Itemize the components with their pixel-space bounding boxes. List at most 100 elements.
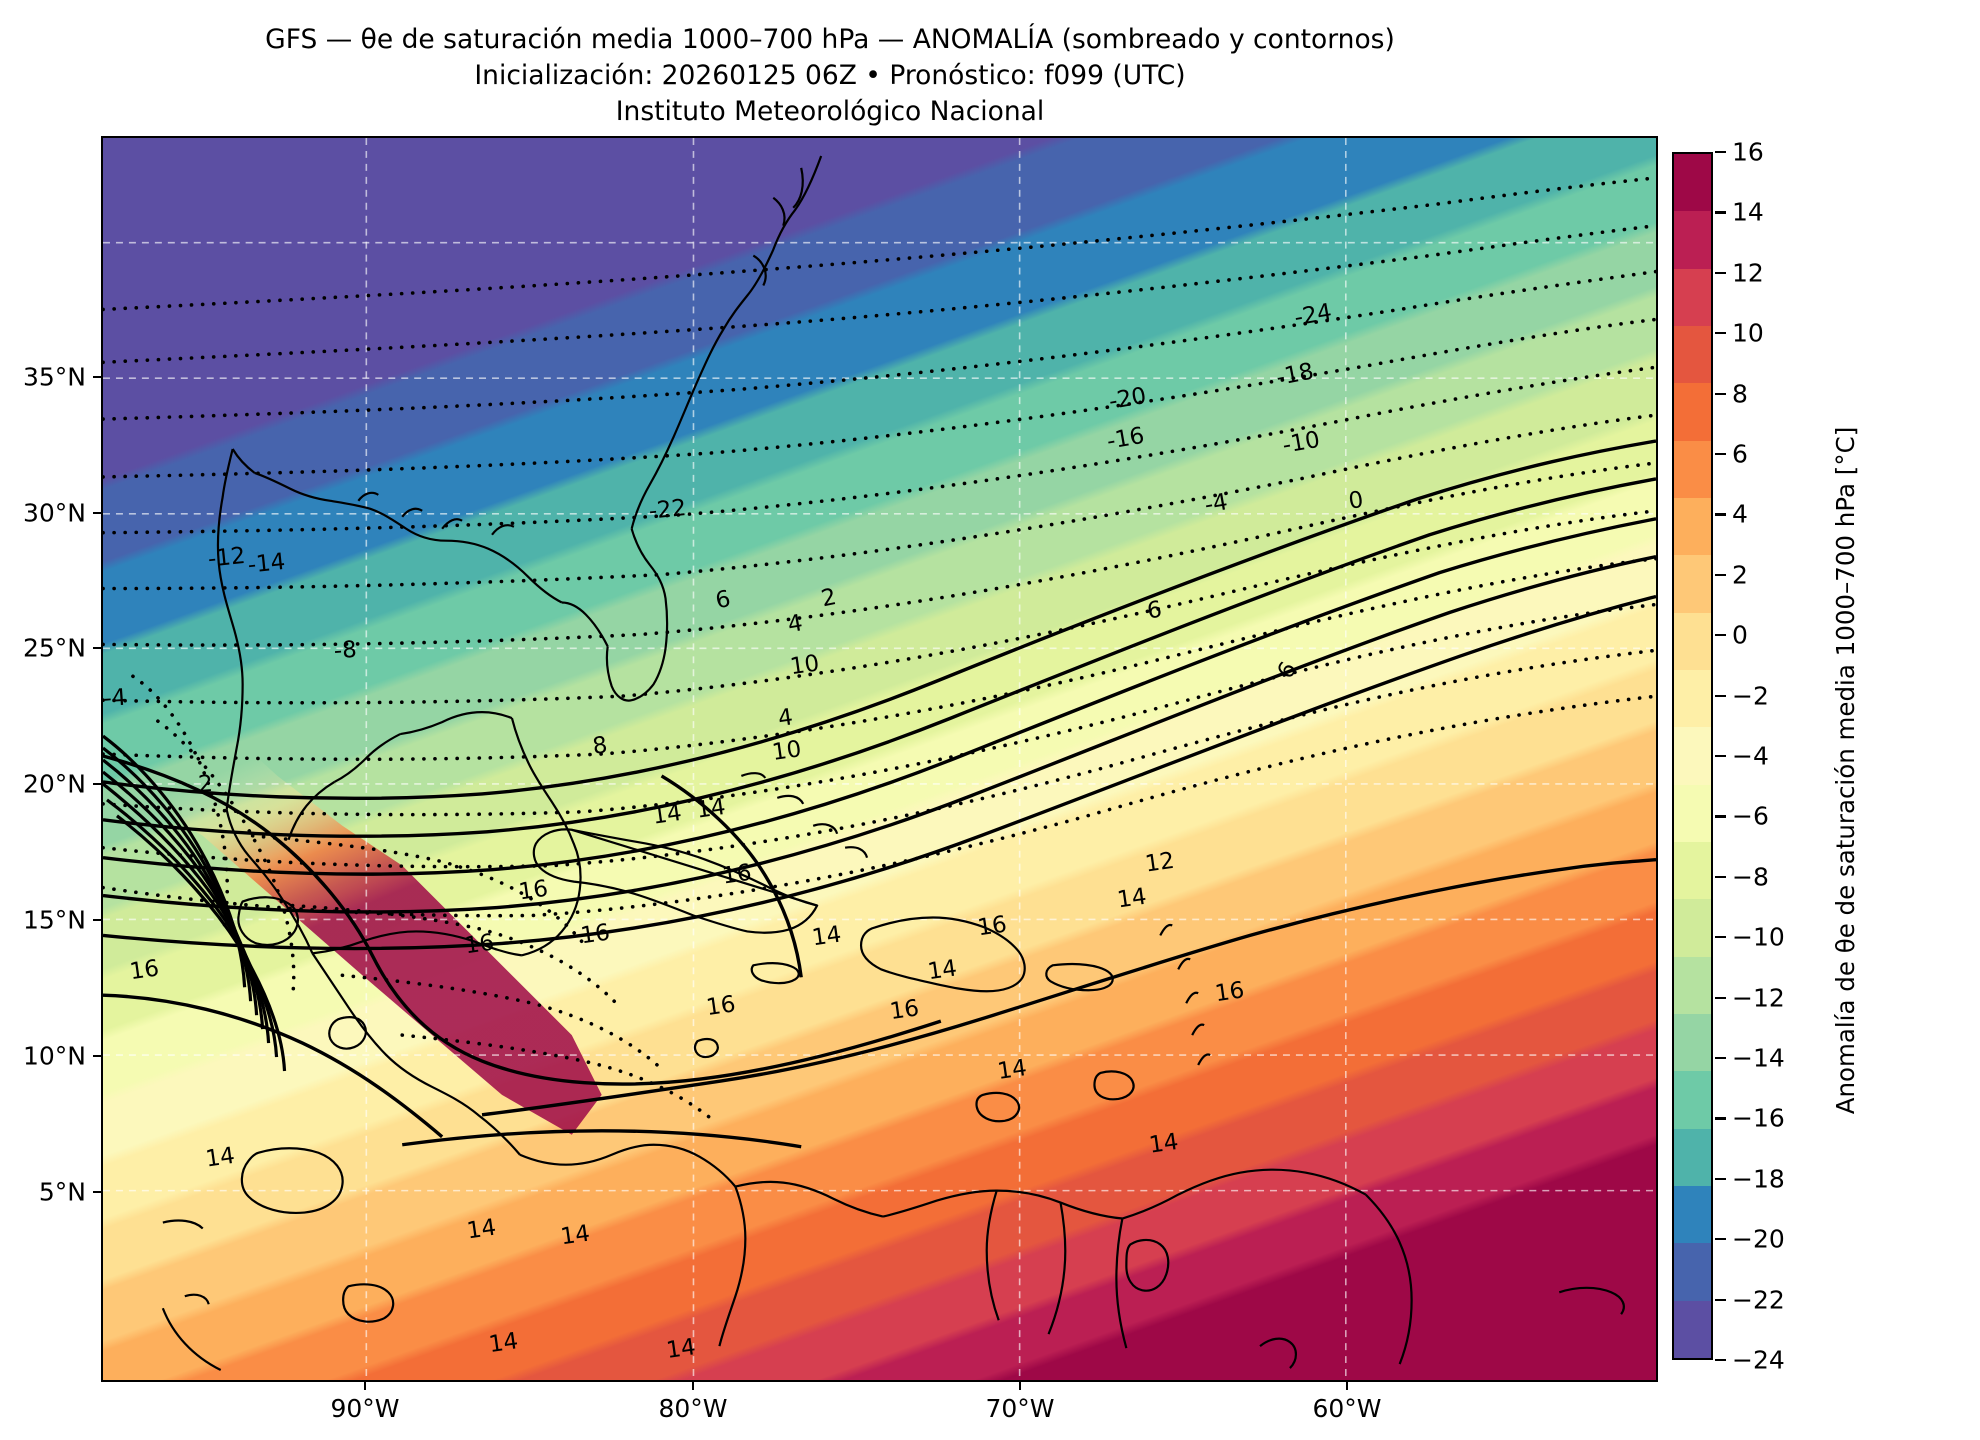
x-tick (692, 1382, 694, 1390)
colorbar-segment (1674, 154, 1711, 212)
colorbar-tick-label: −10 (1732, 922, 1785, 952)
svg-text:-8: -8 (333, 637, 358, 665)
colorbar-tick (1715, 1298, 1726, 1301)
svg-text:16: 16 (976, 912, 1009, 942)
svg-text:16: 16 (888, 995, 921, 1025)
svg-text:16: 16 (517, 876, 550, 906)
chart-subtitle: Inicialización: 20260125 06Z • Pronóstic… (474, 60, 1186, 92)
colorbar-tick (1715, 1238, 1726, 1241)
colorbar-tick (1715, 211, 1726, 214)
y-tick-label: 15°N (22, 905, 86, 935)
colorbar-tick (1715, 573, 1726, 576)
svg-text:0: 0 (1347, 487, 1365, 515)
colorbar-tick-label: −4 (1732, 741, 1769, 771)
y-tick-label: 35°N (22, 362, 86, 392)
x-tick (364, 1382, 366, 1390)
colorbar-tick-label: 6 (1732, 439, 1748, 469)
colorbar-tick-label: −24 (1732, 1345, 1785, 1375)
colorbar-segment (1674, 440, 1711, 498)
negative-contours (103, 176, 1656, 918)
contour-labels: -24 -18 -20 -16 -10 -4 0 -22 -12 -14 -8 … (103, 299, 1365, 1364)
svg-text:14: 14 (665, 1334, 698, 1364)
shaded-anomaly-field: -24 -18 -20 -16 -10 -4 0 -22 -12 -14 -8 … (103, 138, 1656, 1380)
colorbar-segment (1674, 841, 1711, 900)
y-tick-label: 30°N (22, 498, 86, 528)
colorbar[interactable] (1672, 152, 1713, 1360)
svg-text:2: 2 (197, 771, 213, 798)
colorbar-segment (1674, 669, 1711, 728)
colorbar-tick (1715, 151, 1726, 154)
svg-text:14: 14 (204, 1143, 237, 1173)
positive-contours (103, 439, 1656, 1149)
colorbar-tick-label: 2 (1732, 560, 1748, 590)
svg-text:16: 16 (705, 991, 738, 1021)
svg-text:16: 16 (721, 860, 754, 890)
svg-text:14: 14 (695, 794, 728, 824)
svg-text:6: 6 (1146, 597, 1164, 625)
y-tick (93, 647, 101, 649)
y-tick-label: 5°N (38, 1177, 86, 1207)
colorbar-segment (1674, 497, 1711, 556)
svg-text:-20: -20 (1107, 383, 1148, 415)
colorbar-segment (1674, 211, 1711, 269)
y-tick (93, 1191, 101, 1193)
map-svg: -24 -18 -20 -16 -10 -4 0 -22 -12 -14 -8 … (103, 138, 1656, 1380)
colorbar-tick-label: 12 (1732, 258, 1764, 288)
colorbar-tick (1715, 271, 1726, 274)
svg-text:-10: -10 (1280, 427, 1321, 459)
svg-text:4: 4 (786, 610, 805, 638)
chart-title: GFS — θe de saturación media 1000–700 hP… (265, 24, 1395, 55)
svg-text:14: 14 (810, 922, 843, 952)
x-tick (1346, 1382, 1348, 1390)
colorbar-tick (1715, 815, 1726, 818)
colorbar-tick-label: 10 (1732, 318, 1764, 348)
colorbar-segment (1674, 325, 1711, 384)
svg-text:-22: -22 (648, 495, 688, 525)
svg-text:-4: -4 (1203, 489, 1230, 519)
svg-text:4: 4 (776, 704, 794, 732)
colorbar-tick (1715, 1177, 1726, 1180)
colorbar-segment (1674, 956, 1711, 1014)
colorbar-tick (1715, 1057, 1726, 1060)
map-plot-area[interactable]: -24 -18 -20 -16 -10 -4 0 -22 -12 -14 -8 … (101, 136, 1658, 1382)
x-tick-label: 80°W (658, 1394, 728, 1423)
x-tick-label: 60°W (1312, 1394, 1382, 1423)
colorbar-tick-label: 14 (1732, 197, 1764, 227)
svg-text:14: 14 (926, 955, 959, 985)
colorbar-tick-label: 16 (1732, 137, 1764, 167)
colorbar-label: Anomalía de θe de saturación media 1000–… (1831, 426, 1860, 1115)
svg-text:16: 16 (463, 930, 496, 960)
y-tick (93, 1055, 101, 1057)
colorbar-segment (1674, 383, 1711, 441)
packed-contours-sw (103, 734, 287, 1072)
colorbar-tick (1715, 996, 1726, 999)
chart-source: Instituto Meteorológico Nacional (615, 96, 1045, 128)
svg-text:8: 8 (591, 732, 609, 760)
colorbar-tick-label: −14 (1732, 1043, 1785, 1073)
svg-text:-12: -12 (207, 543, 247, 573)
svg-text:14: 14 (1116, 884, 1149, 914)
svg-text:12: 12 (1144, 848, 1177, 878)
colorbar-segment (1674, 1128, 1711, 1186)
colorbar-segment (1674, 612, 1711, 670)
colorbar-tick-label: −8 (1732, 862, 1769, 892)
svg-text:16: 16 (579, 920, 612, 950)
svg-text:14: 14 (1148, 1129, 1181, 1159)
colorbar-tick (1715, 694, 1726, 697)
svg-text:6: 6 (713, 586, 733, 614)
colorbar-segment (1674, 1185, 1711, 1244)
svg-text:14: 14 (465, 1215, 498, 1245)
colorbar-tick-label: −20 (1732, 1224, 1785, 1254)
colorbar-segment (1674, 899, 1711, 957)
colorbar-tick-label: −16 (1732, 1103, 1785, 1133)
svg-text:14: 14 (996, 1055, 1029, 1085)
svg-text:16: 16 (128, 955, 161, 985)
y-tick (93, 376, 101, 378)
colorbar-segment (1674, 268, 1711, 326)
colorbar-tick-label: −22 (1732, 1285, 1785, 1315)
y-tick-label: 20°N (22, 769, 86, 799)
colorbar-tick (1715, 453, 1726, 456)
y-tick (93, 512, 101, 514)
svg-text:14: 14 (559, 1221, 592, 1251)
